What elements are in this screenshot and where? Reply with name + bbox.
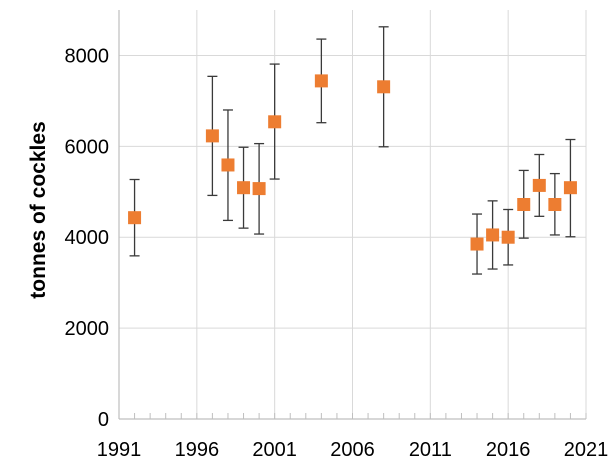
y-tick-label: 6000 <box>65 136 110 158</box>
tick-labels: 1991 1996 2001 2006 2011 2016 2021 0 2000 4000 600… <box>65 45 609 461</box>
y-tick-label: 2000 <box>65 318 110 340</box>
data-point <box>377 80 391 94</box>
x-tick-label: 2006 <box>330 439 375 461</box>
x-tick-label: 1996 <box>175 439 220 461</box>
y-tick-label: 0 <box>98 409 109 431</box>
data-point <box>532 178 546 192</box>
data-point <box>252 182 266 196</box>
data-point <box>501 230 515 244</box>
y-tick-label: 8000 <box>65 45 110 67</box>
data-point <box>221 158 235 172</box>
data-point <box>517 198 531 212</box>
y-axis-title: tonnes of cockles <box>27 121 50 298</box>
x-tick-label: 2011 <box>409 439 452 461</box>
data-points <box>128 74 577 251</box>
data-point <box>548 198 562 212</box>
gridlines <box>119 10 587 419</box>
x-tick-label: 1991 <box>97 439 142 461</box>
x-tick-label: 2021 <box>564 439 609 461</box>
data-point <box>237 181 251 195</box>
x-tick-label: 2001 <box>252 439 297 461</box>
data-point <box>128 211 142 225</box>
data-point <box>563 181 577 195</box>
axes <box>118 10 587 420</box>
y-tick-label: 4000 <box>65 227 110 249</box>
data-point <box>486 228 500 242</box>
data-point <box>470 237 484 251</box>
data-point <box>314 74 328 88</box>
data-point <box>205 129 219 143</box>
data-point <box>268 115 282 129</box>
x-tick-label: 2016 <box>486 439 531 461</box>
